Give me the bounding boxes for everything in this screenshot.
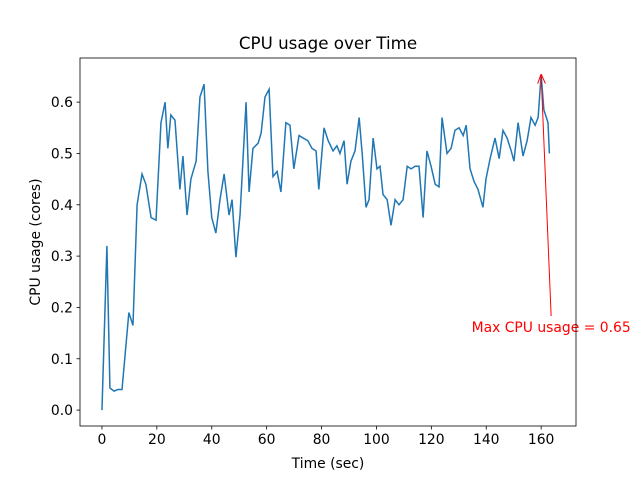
x-tick-label: 40 <box>203 432 221 448</box>
chart-title: CPU usage over Time <box>239 33 417 53</box>
y-axis-label: CPU usage (cores) <box>28 178 44 305</box>
y-tick-label: 0.2 <box>51 300 73 316</box>
annotation-arrow <box>541 75 552 317</box>
y-tick-label: 0.3 <box>51 249 73 265</box>
y-tick-label: 0.1 <box>51 352 73 368</box>
x-tick-label: 120 <box>418 432 445 448</box>
y-tick-label: 0.0 <box>51 403 73 419</box>
y-tick-label: 0.5 <box>51 146 73 162</box>
y-tick-label: 0.6 <box>51 95 73 111</box>
plot-frame <box>79 57 577 427</box>
x-tick-label: 0 <box>98 432 107 448</box>
x-tick-label: 20 <box>148 432 166 448</box>
x-tick-label: 100 <box>363 432 390 448</box>
data-line <box>101 74 551 411</box>
annotation: Max CPU usage = 0.65 <box>472 320 631 336</box>
x-tick-label: 140 <box>473 432 500 448</box>
x-tick-label: 60 <box>258 432 276 448</box>
x-tick-label: 80 <box>313 432 331 448</box>
x-tick-label: 160 <box>528 432 555 448</box>
y-tick-label: 0.4 <box>51 198 73 214</box>
x-axis-label: Time (sec) <box>291 456 365 472</box>
